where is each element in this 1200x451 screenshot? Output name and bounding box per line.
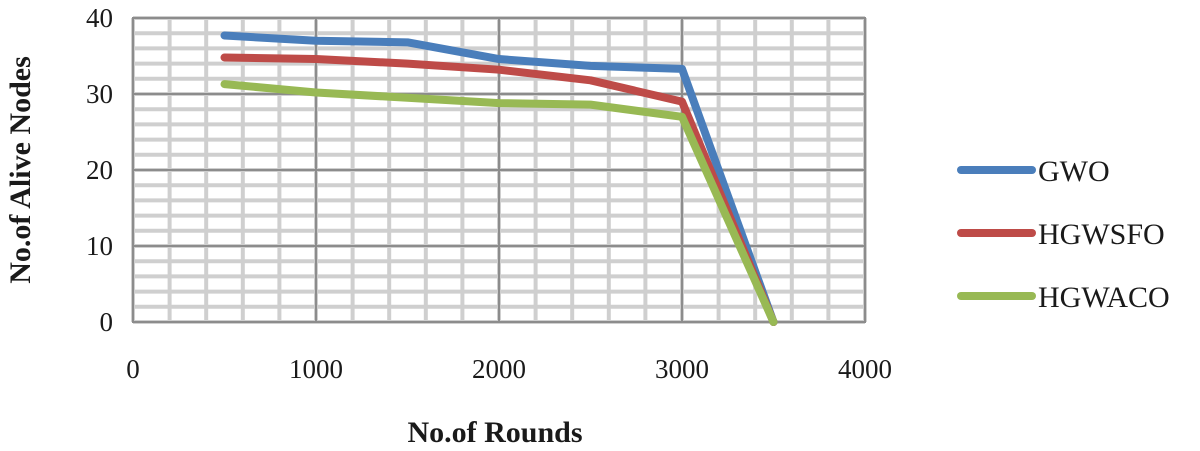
x-tick-label: 4000 bbox=[838, 354, 892, 384]
y-tick-label: 40 bbox=[86, 3, 113, 33]
x-tick-label: 0 bbox=[126, 354, 140, 384]
x-tick-label: 3000 bbox=[655, 354, 709, 384]
series-line-gwo bbox=[220, 31, 778, 326]
x-axis-tick-labels: 0 1000 2000 3000 4000 bbox=[126, 354, 892, 384]
y-tick-label: 20 bbox=[86, 155, 113, 185]
legend: GWO HGWSFO HGWACO bbox=[957, 155, 1170, 314]
legend-label-gwo: GWO bbox=[1038, 155, 1110, 188]
x-axis-title: No.of Rounds bbox=[407, 416, 582, 449]
series-line-hgwsfo bbox=[220, 53, 778, 326]
plot-frame bbox=[132, 17, 866, 323]
x-tick-label: 1000 bbox=[289, 354, 343, 384]
series-line-hgwaco bbox=[220, 80, 778, 326]
y-tick-label: 10 bbox=[86, 231, 113, 261]
series-lines bbox=[220, 31, 778, 326]
x-tick-label: 2000 bbox=[472, 354, 526, 384]
legend-label-hgwsfo: HGWSFO bbox=[1038, 218, 1165, 251]
legend-label-hgwaco: HGWACO bbox=[1038, 281, 1170, 314]
y-axis-tick-labels: 0 10 20 30 40 bbox=[86, 3, 113, 337]
y-tick-label: 30 bbox=[86, 79, 113, 109]
y-tick-label: 0 bbox=[100, 307, 114, 337]
y-axis-title: No.of Alive Nodes bbox=[4, 56, 37, 284]
